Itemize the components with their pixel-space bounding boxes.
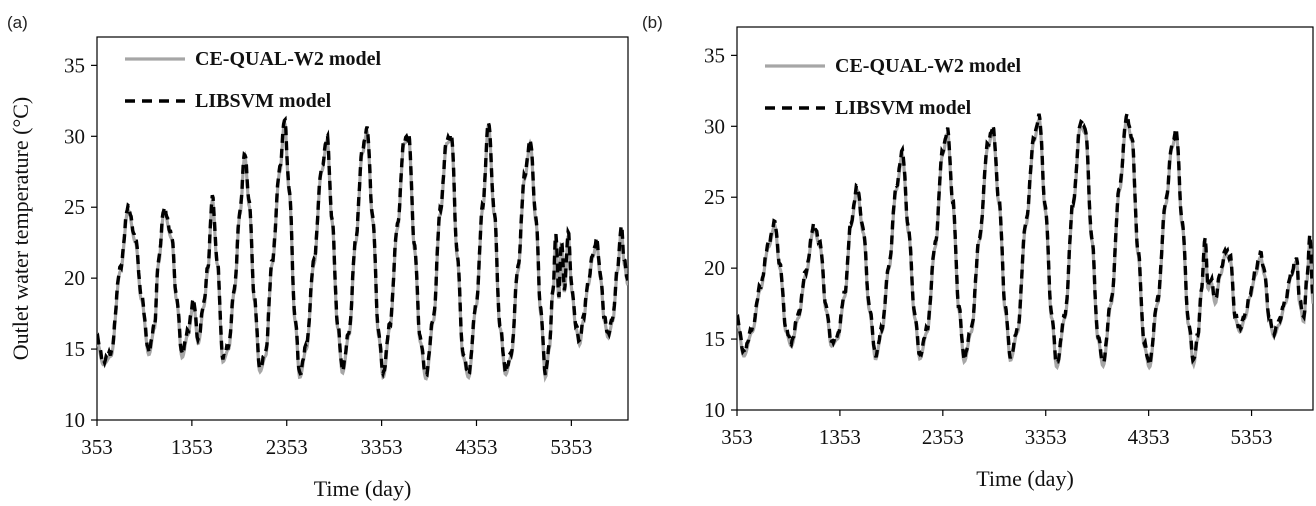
legend-label-libsvm: LIBSVM model [195,90,332,112]
plot-frame [96,36,629,421]
y-tick-label: 20 [704,256,725,280]
legend-label-ce-qual-w2: CE-QUAL-W2 model [835,55,1022,77]
x-tick-label: 1353 [171,435,213,459]
x-tick-label: 2353 [266,435,308,459]
plot-frame [736,26,1314,411]
legend-label-libsvm: LIBSVM model [835,97,972,119]
y-tick-label: 10 [64,408,85,432]
y-tick-label: 10 [704,398,725,422]
y-tick-label: 30 [64,124,85,148]
panel-a: (a) 10 15 20 25 30 35 353 1353 2353 3353 4353 5353 Ti… [7,13,629,501]
y-tick-label: 35 [704,43,725,67]
series-line-libsvm [97,115,628,380]
x-tick-label: 4353 [455,435,497,459]
x-axis-title: Time (day) [314,476,412,501]
panel-letter: (a) [7,13,28,32]
y-tick-label: 25 [704,185,725,209]
legend-label-ce-qual-w2: CE-QUAL-W2 model [195,48,382,70]
x-tick-label: 353 [81,435,113,459]
x-tick-label: 2353 [922,425,964,449]
x-tick-label: 4353 [1128,425,1170,449]
y-axis-title: Outlet water temperature (°C) [8,97,33,361]
y-tick-label: 25 [64,195,85,219]
x-tick-label: 3353 [1025,425,1067,449]
panel-b: (b) 10 15 20 25 30 35 353 1353 2353 3353 4353 5353 Ti… [642,13,1314,491]
x-tick-label: 353 [721,425,753,449]
panel-letter: (b) [642,13,663,32]
x-axis-title: Time (day) [976,466,1074,491]
y-tick-label: 15 [64,337,85,361]
y-tick-label: 30 [704,114,725,138]
x-tick-label: 1353 [819,425,861,449]
y-tick-label: 15 [704,327,725,351]
x-tick-label: 3353 [361,435,403,459]
x-tick-label: 5353 [1231,425,1273,449]
x-tick-label: 5353 [550,435,592,459]
series-line-libsvm [737,113,1313,369]
y-tick-label: 20 [64,266,85,290]
y-tick-label: 35 [64,53,85,77]
